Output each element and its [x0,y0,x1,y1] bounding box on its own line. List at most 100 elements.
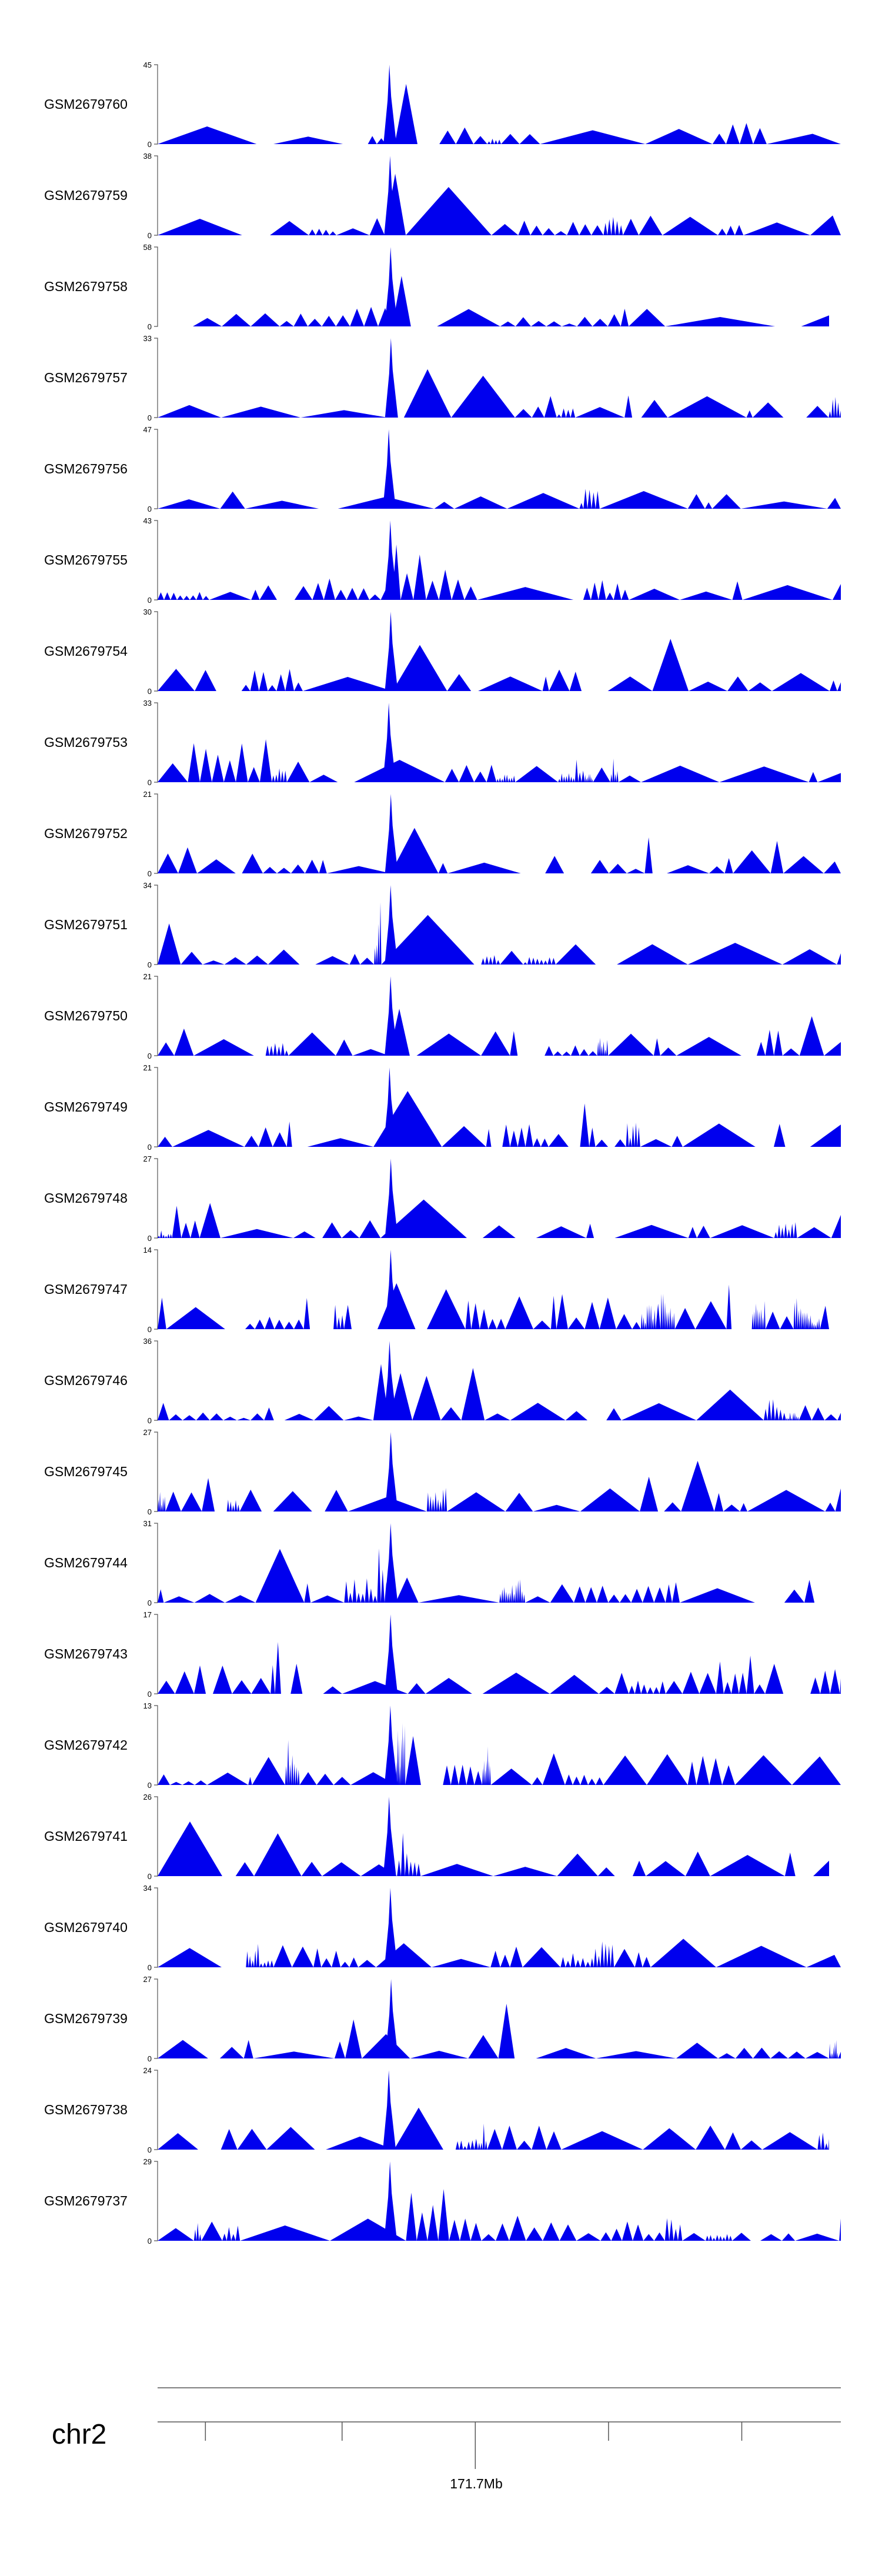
track-label: GSM2679737 [44,2193,128,2208]
coverage-area [158,902,841,965]
track-gsm2679737: GSM2679737 29 0 [0,2155,882,2247]
peak-spike [385,247,398,326]
track-scale-bar [154,1340,158,1421]
peak-spike [385,1614,398,1694]
track-plot [154,1340,841,1421]
track-plot [154,611,841,692]
coverage-tracks: GSM2679760 45 0 GSM2679759 38 0 GSM2679758 58 0 G… [0,61,882,2247]
track-plot [154,885,841,965]
track-scale-bar [154,246,158,327]
track-label: GSM2679746 [44,1373,128,1388]
track-scale-bar [154,793,158,874]
track-plot [154,338,841,418]
track-max-value: 24 [143,2066,152,2075]
track-plot [154,520,841,600]
track-min-value: 0 [147,1781,152,1790]
chromosome-label: chr2 [52,2419,107,2450]
track-label: GSM2679751 [44,917,128,932]
coverage-area [158,2107,829,2150]
peak-spike [383,2070,396,2150]
coverage-area [158,1091,841,1147]
track-plot [154,155,841,236]
track-label: GSM2679739 [44,2011,128,2026]
track-plot [154,1705,841,1786]
track-max-value: 36 [143,1337,152,1346]
track-min-value: 0 [147,2237,152,2245]
track-max-value: 34 [143,881,152,890]
track-max-value: 33 [143,699,152,708]
track-gsm2679749: GSM2679749 21 0 [0,1062,882,1153]
track-max-value: 33 [143,334,152,343]
track-max-value: 43 [143,516,152,525]
track-min-value: 0 [147,505,152,513]
genome-axis [158,2387,841,2469]
genome-position-label: 171.7Mb [450,2476,503,2491]
track-max-value: 34 [143,1884,152,1893]
coverage-area [158,1199,841,1238]
track-plot [154,1978,841,2059]
track-label: GSM2679748 [44,1190,128,1206]
track-label: GSM2679753 [44,735,128,750]
peak-spike [383,65,397,144]
track-label: GSM2679747 [44,1282,128,1297]
track-scale-bar [154,1705,158,1786]
peak-spike [384,156,397,235]
track-min-value: 0 [147,1416,152,1425]
track-gsm2679746: GSM2679746 36 0 [0,1335,882,1426]
peak-spike [383,1067,397,1147]
track-max-value: 14 [143,1246,152,1254]
track-scale-bar [154,64,158,145]
track-label: GSM2679760 [44,96,128,112]
peak-spike [385,1523,398,1603]
chromosome-axis-panel: chr2 171.7Mb [0,2353,882,2517]
track-scale-bar [154,338,158,418]
track-gsm2679747: GSM2679747 14 0 [0,1244,882,1335]
peak-spike [383,429,396,509]
track-gsm2679738: GSM2679738 24 0 [0,2064,882,2155]
track-label: GSM2679742 [44,1737,128,1753]
track-max-value: 38 [143,152,152,161]
track-max-value: 30 [143,608,152,616]
track-label: GSM2679745 [44,1464,128,1479]
track-label: GSM2679752 [44,826,128,841]
coverage-area [158,827,841,873]
track-max-value: 47 [143,425,152,434]
track-gsm2679742: GSM2679742 13 0 [0,1700,882,1791]
coverage-area [158,1723,841,1785]
track-scale-bar [154,702,158,783]
track-max-value: 17 [143,1610,152,1619]
track-plot [154,1249,829,1330]
track-scale-bar [154,429,158,509]
track-plot [154,2070,829,2150]
track-plot [154,976,841,1056]
track-scale-bar [154,2161,158,2241]
track-scale-bar [154,611,158,692]
track-gsm2679756: GSM2679756 47 0 [0,423,882,515]
track-gsm2679741: GSM2679741 26 0 [0,1791,882,1882]
track-scale-bar [154,1158,158,1239]
track-plot [154,1067,841,1147]
track-label: GSM2679759 [44,188,128,203]
track-min-value: 0 [147,2145,152,2154]
track-scale-bar [154,155,158,236]
track-gsm2679744: GSM2679744 31 0 [0,1517,882,1609]
track-plot [154,246,829,327]
track-min-value: 0 [147,231,152,240]
track-min-value: 0 [147,322,152,331]
coverage-area [158,1548,829,1603]
track-gsm2679758: GSM2679758 58 0 [0,241,882,332]
track-plot [154,1887,841,1968]
coverage-area [158,84,841,144]
track-max-value: 45 [143,61,152,69]
peak-spike [385,1250,398,1329]
peak-spike [385,1432,398,1511]
peak-spike [385,794,398,873]
track-label: GSM2679744 [44,1555,128,1570]
track-gsm2679753: GSM2679753 33 0 [0,697,882,788]
track-max-value: 31 [143,1519,152,1528]
peak-spike [383,1341,397,1420]
peak-spike [385,976,398,1056]
coverage-area [158,369,841,418]
peak-spike [384,1706,397,1785]
peak-spike [385,612,398,691]
